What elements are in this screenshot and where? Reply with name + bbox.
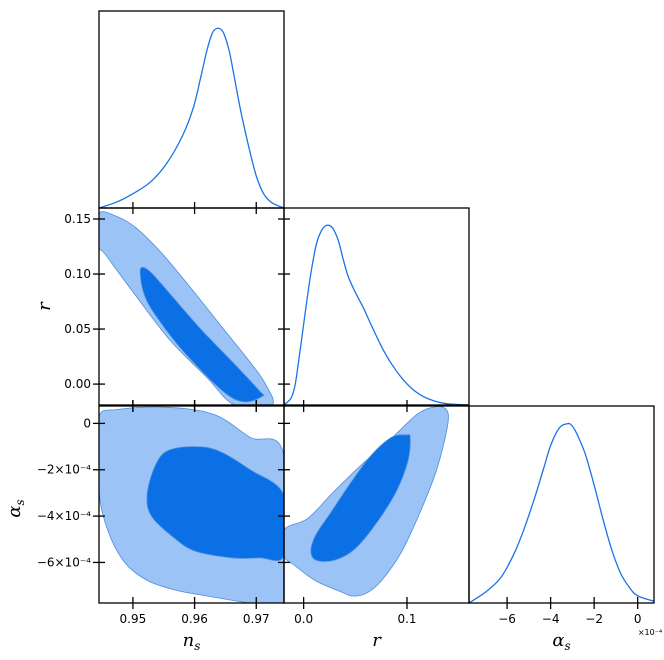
ytick-label-alpha_s: 0: [83, 416, 91, 430]
marginal-curve-alpha_s: [469, 422, 654, 603]
ytick-label-alpha_s: −4×10⁻⁴: [37, 509, 91, 523]
label-layer: 0.95 0.96 0.97 0.0 0.1 −6 −4 −2 0 ×10⁻⁴ 0.00 0.05 0.…: [4, 212, 662, 653]
y-axis-label-r: r: [34, 301, 55, 311]
contour-95-r_vs_n_s: [99, 211, 274, 405]
marginal-layer: [99, 27, 654, 603]
panel-frame-p22: [468, 405, 655, 604]
x-axis-label-n_s: ns: [183, 630, 201, 653]
ytick-label-alpha_s: −6×10⁻⁴: [37, 555, 91, 569]
marginal-r: [284, 224, 469, 405]
xtick-label-alpha: −2: [585, 612, 603, 626]
ytick-label-r: 0.00: [64, 377, 91, 391]
xtick-label-alpha: 0: [634, 612, 642, 626]
contour-layer: [99, 211, 449, 603]
ytick-label-r: 0.10: [64, 267, 91, 281]
marginal-alpha_s: [469, 422, 654, 603]
alpha-exponent-label: ×10⁻⁴: [638, 628, 662, 637]
tick-layer: [93, 202, 639, 609]
marginal-curve-r: [284, 224, 469, 405]
ytick-label-r: 0.05: [64, 322, 91, 336]
ytick-label-alpha_s: −2×10⁻⁴: [37, 463, 91, 477]
y-axis-label-alpha_s: αs: [4, 499, 27, 517]
xtick-label-r: 0.1: [397, 612, 416, 626]
panel-frame-p00: [98, 10, 285, 209]
xtick-label-alpha: −4: [542, 612, 560, 626]
x-axis-label-alpha_s: αs: [552, 630, 570, 653]
panel-frame-p11: [283, 207, 470, 406]
contour-alpha_s_vs_r: [284, 406, 449, 597]
xtick-label-n_s: 0.96: [181, 612, 208, 626]
marginal-n_s: [99, 27, 284, 208]
xtick-label-alpha: −6: [498, 612, 516, 626]
marginal-curve-n_s: [99, 27, 284, 208]
xtick-label-r: 0.0: [294, 612, 313, 626]
ytick-label-r: 0.15: [64, 212, 91, 226]
contour-68-alpha_s_vs_r: [310, 434, 411, 562]
contour-68-alpha_s_vs_n_s: [146, 446, 284, 562]
xtick-label-n_s: 0.95: [120, 612, 147, 626]
xtick-label-n_s: 0.97: [243, 612, 270, 626]
contour-68-r_vs_n_s: [139, 266, 265, 403]
frame-layer: [98, 10, 655, 604]
contour-alpha_s_vs_n_s: [99, 406, 284, 603]
contour-r_vs_n_s: [99, 211, 274, 405]
x-axis-label-r: r: [372, 630, 382, 651]
